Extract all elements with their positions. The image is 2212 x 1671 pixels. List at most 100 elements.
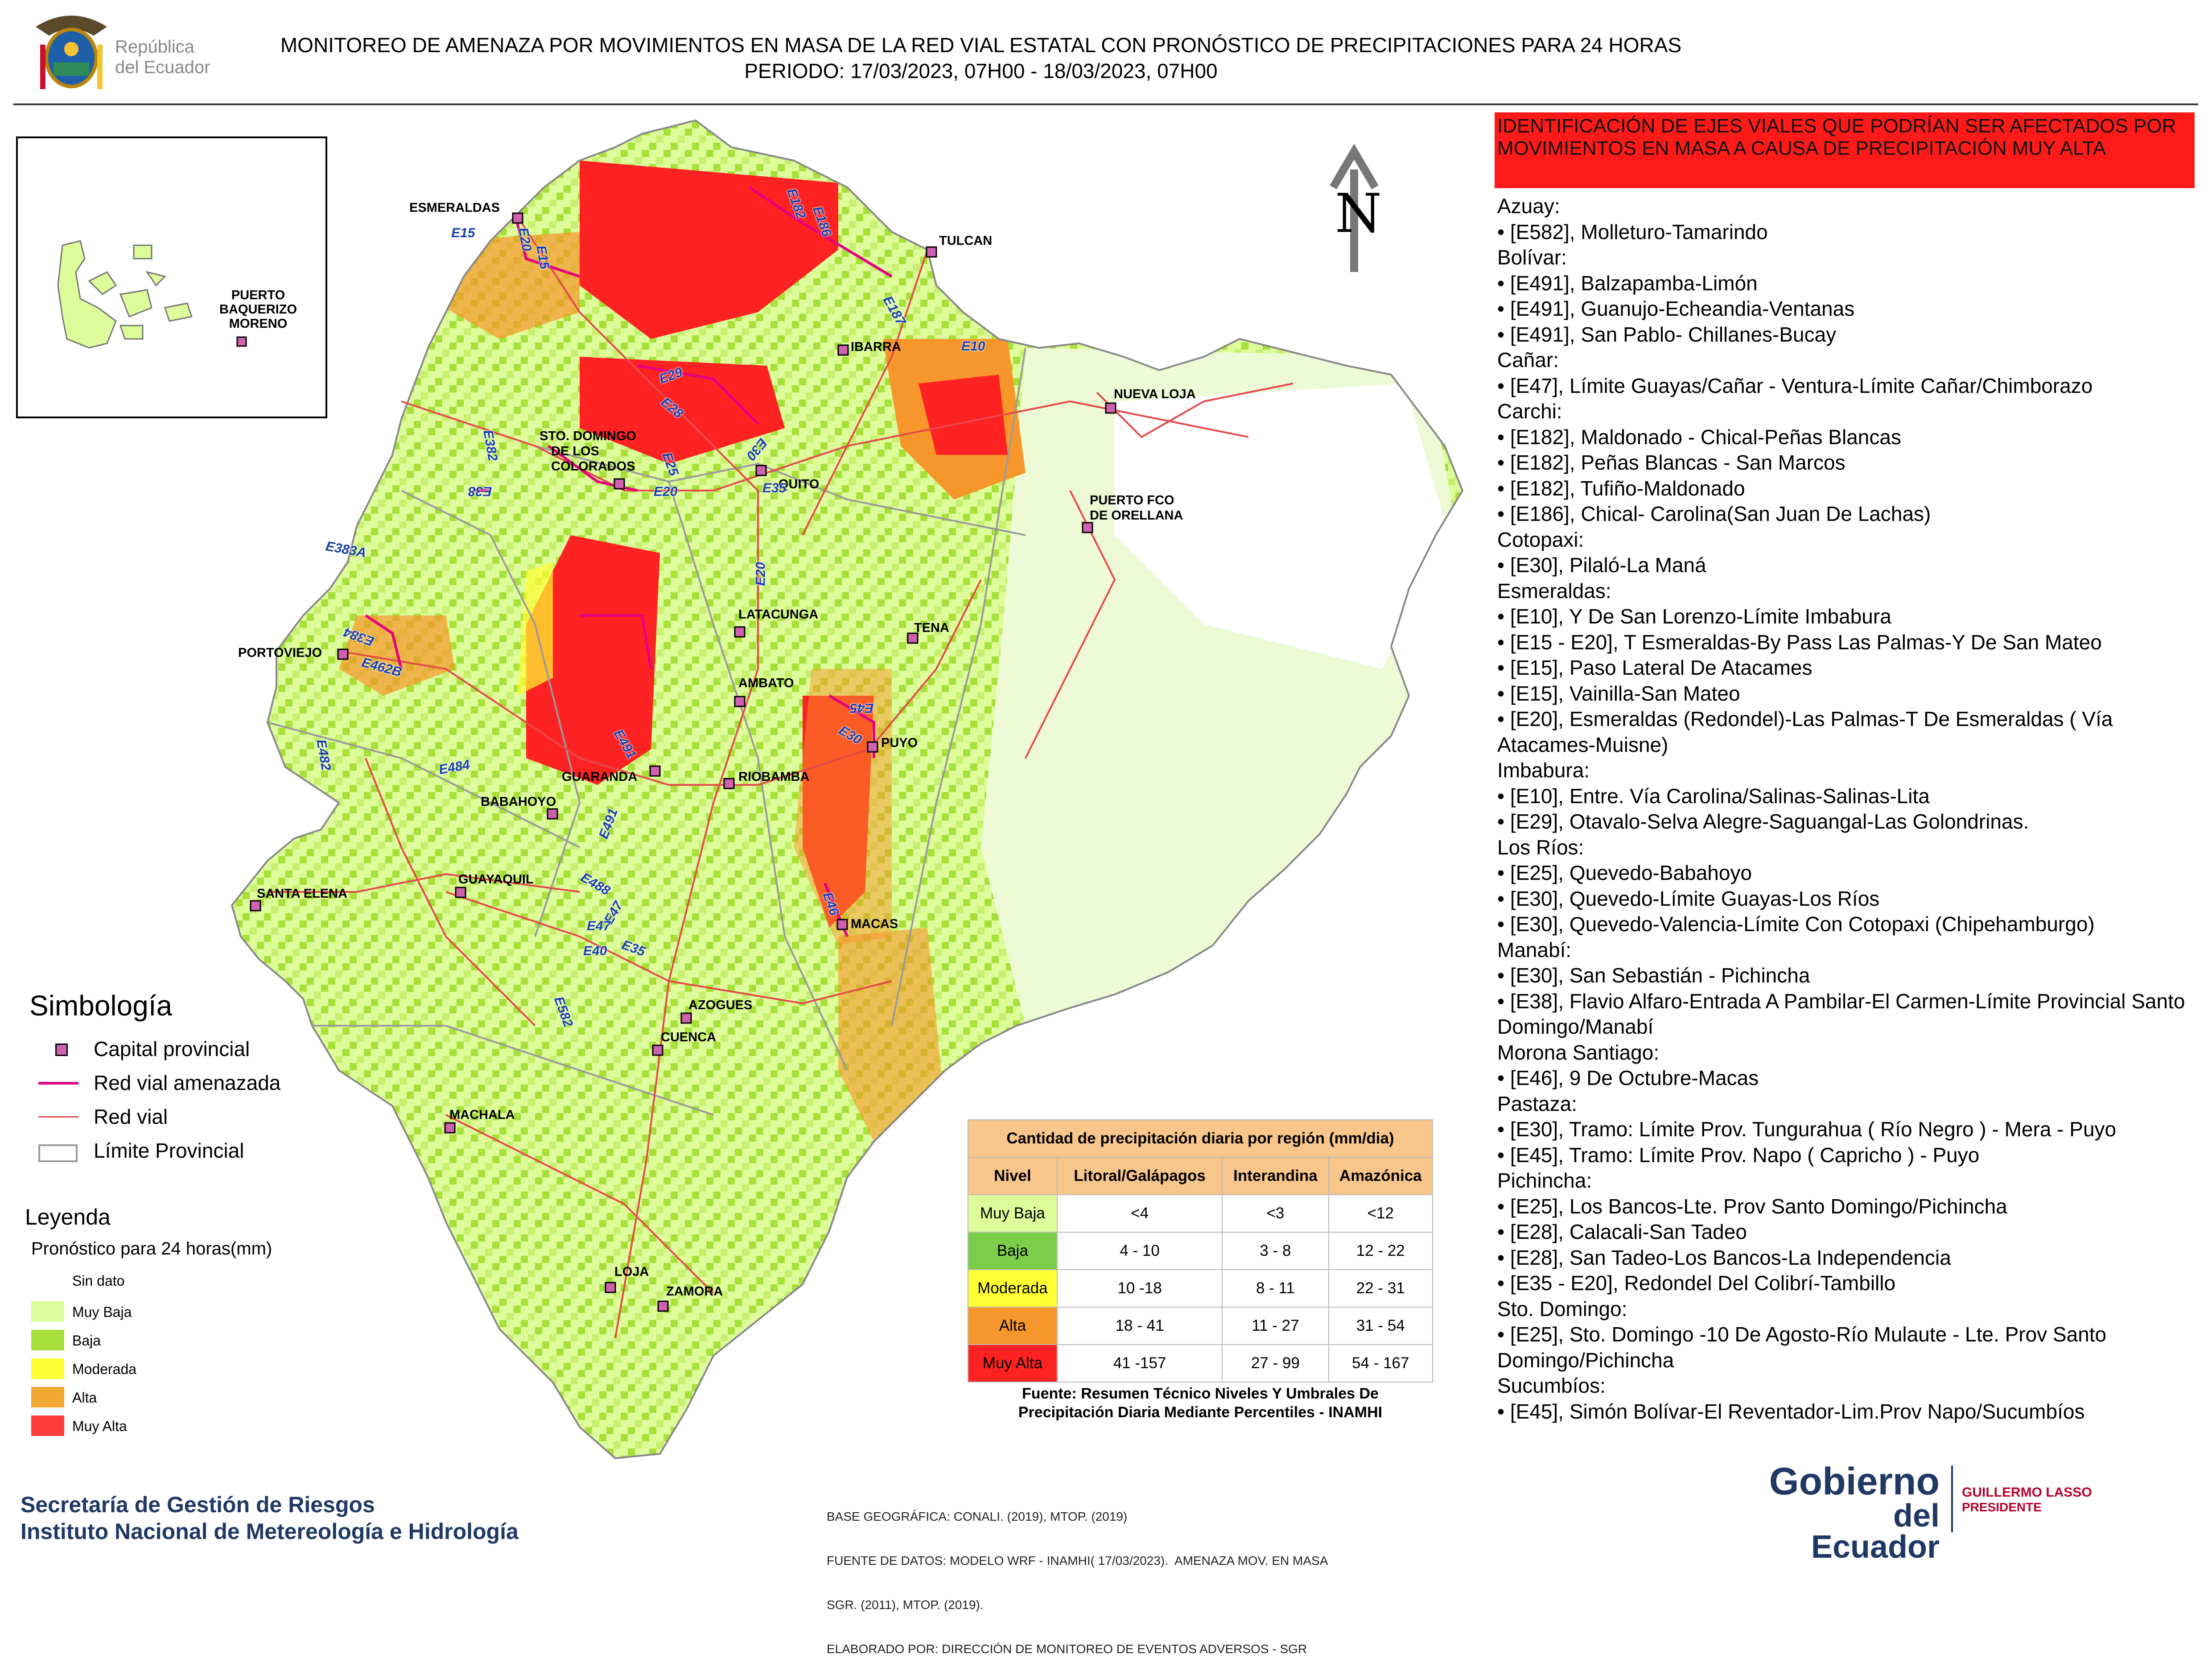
city-label: ESMERALDAS [409, 201, 500, 215]
road-label: E20 [654, 484, 678, 499]
table-header: Amazónica [1328, 1157, 1433, 1195]
province-heading: Pichincha: [1497, 1169, 1592, 1192]
leyenda-label: Alta [72, 1390, 97, 1406]
city-label: COLORADOS [551, 459, 635, 474]
road-label: E20 [753, 562, 768, 586]
table-cell: 3 - 8 [1222, 1232, 1329, 1270]
city-label: IBARRA [851, 340, 901, 354]
city-label: PUYO [881, 736, 918, 750]
city-label: PORTOVIEJO [238, 646, 322, 660]
table-cell: <4 [1056, 1194, 1223, 1233]
coat-of-arms-icon [36, 16, 107, 89]
city-label: NUEVA LOJA [1114, 387, 1196, 401]
city-label: MACHALA [449, 1108, 515, 1122]
road-axis-item: • [E25], Quevedo-Babahoyo [1497, 861, 1752, 884]
base-line3: SGR. (2011), MTOP. (2019). [827, 1598, 984, 1612]
road-axis-item: • [E20], Esmeraldas (Redondel)-Las Palma… [1497, 707, 2113, 756]
table-title: Cantidad de precipitación diaria por reg… [968, 1119, 1433, 1158]
sgr-line2: Instituto Nacional de Metereología e Hid… [21, 1519, 519, 1544]
road-label: E38 [468, 484, 492, 499]
road-axis-item: • [E35 - E20], Redondel Del Colibrí-Tamb… [1497, 1271, 1896, 1295]
road-axis-item: • [E582], Molleturo-Tamarindo [1497, 220, 1768, 243]
table-cell: Muy Alta [968, 1344, 1058, 1382]
gobierno-line2: del Ecuador [1811, 1498, 1940, 1565]
table-header: Nivel [968, 1157, 1058, 1195]
simbologia-title: Simbología [29, 990, 173, 1022]
table-header: Interandina [1222, 1157, 1329, 1195]
leyenda-label: Muy Alta [72, 1418, 127, 1434]
simbologia-label: Red vial [94, 1105, 168, 1128]
city-label: TULCAN [939, 234, 993, 248]
ecuador-map [231, 120, 1463, 1459]
leyenda-subtitle: Pronóstico para 24 horas(mm) [31, 1239, 272, 1258]
table-header: Litoral/Galápagos [1056, 1157, 1223, 1195]
leyenda-label: Sin dato [72, 1273, 125, 1289]
road-axis-item: • [E182], Maldonado - Chical-Peñas Blanc… [1497, 425, 1901, 449]
road-axis-item: • [E38], Flavio Alfaro-Entrada A Pambila… [1497, 989, 2185, 1039]
city-label: DE ORELLANA [1090, 508, 1183, 523]
table-cell: Muy Baja [968, 1194, 1058, 1233]
table-source-line2: Precipitación Diaria Mediante Percentile… [1018, 1404, 1383, 1421]
province-heading: Sto. Domingo: [1497, 1297, 1627, 1320]
road-axis-item: • [E29], Otavalo-Selva Alegre-Saguangal-… [1497, 810, 2029, 833]
road-axis-item: • [E45], Tramo: Límite Prov. Napo ( Capr… [1497, 1143, 1980, 1167]
logo-text-line1: República [115, 37, 194, 57]
table-cell: 4 - 10 [1056, 1232, 1223, 1270]
republica-logo [27, 9, 241, 98]
boundary-box-icon [36, 1144, 78, 1162]
title-line1: MONITOREO DE AMENAZA POR MOVIMIENTOS EN … [280, 33, 1682, 57]
president-title: PRESIDENTE [1962, 1500, 2042, 1514]
road-axis-item: • [E28], Calacali-San Tadeo [1497, 1220, 1747, 1243]
city-label: STO. DOMINGO [540, 429, 636, 443]
table-row: Moderada 10 -18 8 - 11 22 - 31 [968, 1269, 1433, 1308]
table-cell: <12 [1328, 1194, 1433, 1233]
inset-city-line1: PUERTO [231, 288, 285, 302]
city-label: LATACUNGA [738, 607, 819, 622]
road-label: E15 [451, 226, 475, 240]
city-label: PUERTO FCO [1090, 493, 1174, 507]
table-cell: Moderada [968, 1269, 1058, 1308]
road-axis-item: • [E30], Pilaló-La Maná [1497, 553, 1706, 577]
simbologia-label: Red vial amenazada [94, 1071, 281, 1094]
gobierno-line1: Gobierno [1769, 1460, 1940, 1503]
city-label: AZOGUES [688, 998, 753, 1012]
table-cell: 27 - 99 [1222, 1344, 1329, 1382]
president-name: GUILLERMO LASSO [1962, 1485, 2092, 1500]
city-label: RIOBAMBA [738, 770, 810, 784]
gobierno-logo-text: Gobierno del Ecuador [1757, 1460, 1940, 1565]
page-title: MONITOREO DE AMENAZA POR MOVIMIENTOS EN … [268, 32, 1694, 84]
table-row: Muy Alta 41 -157 27 - 99 54 - 167 [968, 1344, 1433, 1382]
inset-city-label: PUERTO BAQUERIZO MORENO [219, 288, 297, 331]
table-source: Fuente: Resumen Técnico Niveles Y Umbral… [968, 1384, 1433, 1422]
road-label: E10 [961, 339, 985, 354]
province-heading: Los Ríos: [1497, 835, 1584, 859]
road-axis-item: • [E491], Balzapamba-Limón [1497, 271, 1758, 295]
road-axis-item: • [E10], Y De San Lorenzo-Límite Imbabur… [1497, 605, 1891, 628]
table-cell: Alta [968, 1307, 1058, 1345]
inset-city-line2: BAQUERIZO [219, 302, 297, 317]
road-axis-item: • [E15 - E20], T Esmeraldas-By Pass Las … [1497, 630, 2102, 654]
province-heading: Morona Santiago: [1497, 1040, 1660, 1064]
road-axis-item: • [E182], Peñas Blancas - San Marcos [1497, 451, 1845, 474]
city-label: AMBATO [738, 676, 794, 690]
road-label: E40 [583, 944, 607, 958]
road-axis-item: • [E491], San Pablo- Chillanes-Bucay [1497, 322, 1837, 346]
color-swatch [31, 1330, 64, 1350]
road-axis-item: • [E10], Entre. Vía Carolina/Salinas-Sal… [1497, 784, 1930, 808]
republica-logo-text: República del Ecuador [115, 37, 210, 78]
logo-divider [1951, 1465, 1953, 1532]
road-axis-item: • [E25], Los Bancos-Lte. Prov Santo Domi… [1497, 1194, 2007, 1218]
color-swatch [31, 1301, 64, 1322]
table-source-line1: Fuente: Resumen Técnico Niveles Y Umbral… [1022, 1385, 1379, 1402]
city-label: BABAHOYO [481, 795, 556, 809]
city-label: SANTA ELENA [257, 887, 347, 901]
road-axis-item: • [E15], Vainilla-San Mateo [1497, 681, 1740, 705]
province-heading: Pastaza: [1497, 1092, 1577, 1115]
table-cell: 11 - 27 [1222, 1307, 1329, 1345]
road-axis-item: • [E182], Tufiño-Maldonado [1497, 476, 1745, 500]
city-label: ZAMORA [666, 1284, 723, 1299]
table-cell: Baja [968, 1232, 1058, 1270]
table-cell: 41 -157 [1056, 1344, 1223, 1382]
road-label: E35 [762, 481, 787, 495]
road-axis-item: • [E491], Guanujo-Echeandia-Ventanas [1497, 297, 1855, 320]
